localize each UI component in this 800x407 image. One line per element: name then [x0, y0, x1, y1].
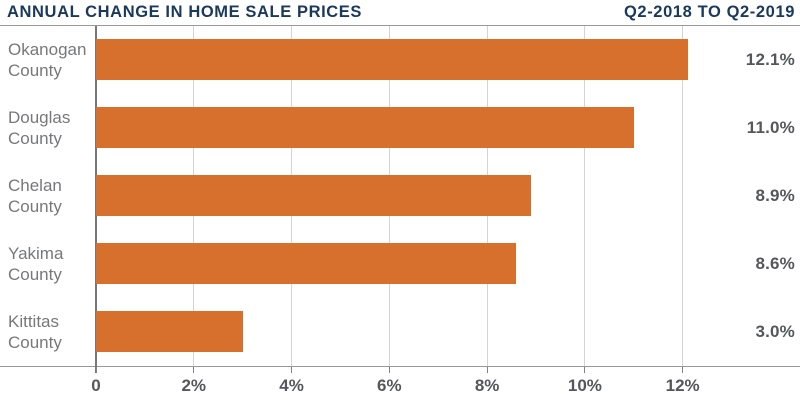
value-label-yakima-county: 8.6% — [755, 254, 795, 273]
tick-label-2pct: 2% — [181, 376, 207, 395]
tick-label-4pct: 4% — [279, 376, 304, 395]
category-label-kittitas-county: Kittitas County — [8, 312, 62, 352]
bar-row-yakima-county: Yakima County 8.6% — [0, 230, 800, 298]
category-label-chelan-county: Chelan County — [8, 176, 62, 216]
bar-row-kittitas-county: Kittitas County 3.0% — [0, 298, 800, 366]
chart-period-label: Q2-2018 TO Q2-2019 — [623, 3, 795, 21]
bar-row-chelan-county: Chelan County 8.9% — [0, 162, 800, 230]
tick-mark-6pct — [388, 367, 390, 373]
bar-yakima-county — [96, 243, 517, 284]
bar-douglas-county — [96, 107, 634, 148]
tick-mark-12pct — [682, 367, 684, 373]
tick-mark-10pct — [584, 367, 586, 373]
tick-label-10pct: 10% — [567, 376, 602, 395]
bar-row-okanogan-county: Okanogan County 12.1% — [0, 26, 800, 94]
tick-label-0pct: 0 — [91, 376, 101, 395]
category-label-yakima-county: Yakima County — [8, 244, 64, 284]
gridline-10pct — [584, 26, 586, 366]
tick-label-8pct: 8% — [474, 376, 500, 395]
bar-row-douglas-county: Douglas County 11.0% — [0, 94, 800, 162]
plot-area: Okanogan County 12.1% Douglas County 11.0% Che… — [0, 26, 800, 373]
category-label-douglas-county: Douglas County — [8, 108, 71, 148]
tick-label-12pct: 12% — [665, 376, 700, 395]
x-axis: 0 2% 4% 6% 8% 10% 12% — [0, 367, 800, 407]
chart-header: ANNUAL CHANGE IN HOME SALE PRICES Q2-201… — [0, 0, 800, 26]
bar-chelan-county — [96, 175, 532, 216]
tick-mark-2pct — [193, 367, 195, 373]
tick-label-6pct: 6% — [377, 376, 402, 395]
value-label-kittitas-county: 3.0% — [755, 322, 795, 341]
gridline-12pct — [682, 26, 684, 366]
tick-mark-0pct — [95, 367, 97, 373]
bar-okanogan-county — [96, 39, 688, 80]
chart-title: ANNUAL CHANGE IN HOME SALE PRICES — [7, 3, 363, 21]
category-label-okanogan-county: Okanogan County — [8, 40, 87, 80]
bar-kittitas-county — [96, 311, 243, 352]
value-label-douglas-county: 11.0% — [746, 118, 795, 137]
value-label-chelan-county: 8.9% — [755, 186, 795, 205]
tick-mark-8pct — [486, 367, 488, 373]
value-label-okanogan-county: 12.1% — [745, 50, 795, 69]
tick-mark-4pct — [291, 367, 293, 373]
